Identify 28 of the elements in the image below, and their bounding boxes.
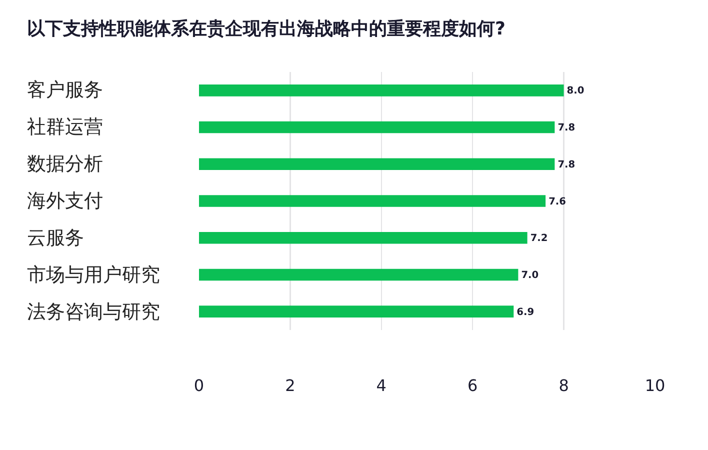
y-tick-label: 客户服务: [27, 79, 103, 101]
bar: [199, 232, 528, 244]
y-tick-label: 云服务: [27, 227, 84, 249]
x-tick-label: 6: [468, 376, 478, 395]
data-label: 7.0: [521, 270, 539, 281]
x-tick-label: 0: [194, 376, 204, 395]
data-label: 7.2: [530, 233, 548, 244]
chart-title: 以下支持性职能体系在贵企现有出海战略中的重要程度如何?: [27, 18, 506, 40]
x-tick-label: 4: [376, 376, 386, 395]
y-tick-label: 市场与用户研究: [27, 264, 160, 286]
bar: [199, 84, 564, 96]
bar: [199, 195, 546, 207]
bar: [199, 268, 518, 281]
x-tick-label: 8: [558, 376, 569, 395]
y-tick-label: 法务咨询与研究: [27, 301, 160, 323]
y-tick-label: 海外支付: [27, 190, 103, 212]
data-label: 7.8: [558, 159, 576, 170]
data-label: 6.9: [516, 306, 534, 318]
y-tick-label: 社群运营: [27, 116, 103, 138]
bar: [199, 306, 514, 318]
y-tick-label: 数据分析: [27, 153, 103, 175]
bar: [199, 121, 555, 134]
data-label: 7.8: [558, 122, 576, 134]
x-tick-label: 2: [285, 376, 296, 395]
bar: [199, 158, 555, 170]
data-label: 8.0: [566, 86, 584, 97]
x-tick-label: 10: [644, 376, 666, 395]
data-label: 7.6: [548, 196, 566, 208]
